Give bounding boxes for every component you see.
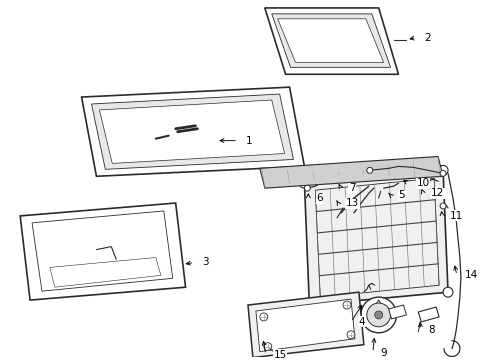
Circle shape	[304, 300, 314, 310]
Polygon shape	[271, 14, 390, 67]
Circle shape	[259, 313, 267, 321]
Text: 1: 1	[245, 136, 252, 146]
Polygon shape	[277, 19, 383, 62]
Circle shape	[366, 303, 390, 327]
Circle shape	[442, 287, 452, 297]
Text: 10: 10	[415, 178, 428, 188]
Polygon shape	[304, 170, 447, 305]
Circle shape	[439, 203, 445, 209]
Text: 2: 2	[424, 33, 430, 42]
Text: 4: 4	[358, 317, 365, 327]
Polygon shape	[81, 87, 304, 176]
Polygon shape	[50, 257, 161, 287]
Circle shape	[304, 185, 310, 191]
Circle shape	[360, 297, 396, 333]
Polygon shape	[388, 305, 406, 319]
Circle shape	[343, 301, 350, 309]
Polygon shape	[247, 292, 363, 357]
Circle shape	[374, 311, 382, 319]
Polygon shape	[32, 211, 172, 291]
Text: 13: 13	[346, 198, 359, 208]
Text: 3: 3	[202, 257, 208, 267]
Text: 14: 14	[464, 270, 477, 280]
Polygon shape	[20, 203, 185, 300]
Circle shape	[366, 167, 372, 173]
Circle shape	[437, 165, 447, 175]
Polygon shape	[99, 100, 284, 163]
Circle shape	[299, 178, 309, 188]
Text: 6: 6	[316, 193, 322, 203]
Polygon shape	[259, 157, 442, 188]
Text: 7: 7	[348, 183, 355, 193]
Text: 12: 12	[430, 188, 444, 198]
Polygon shape	[417, 307, 438, 322]
Polygon shape	[91, 94, 293, 169]
Text: 5: 5	[398, 190, 404, 200]
Circle shape	[346, 331, 354, 339]
Polygon shape	[264, 8, 398, 74]
Text: 8: 8	[427, 325, 434, 335]
Text: 15: 15	[273, 350, 286, 360]
Polygon shape	[255, 299, 354, 352]
Circle shape	[439, 170, 445, 176]
Circle shape	[263, 343, 271, 351]
Text: 9: 9	[380, 347, 386, 357]
Text: 11: 11	[449, 211, 462, 221]
